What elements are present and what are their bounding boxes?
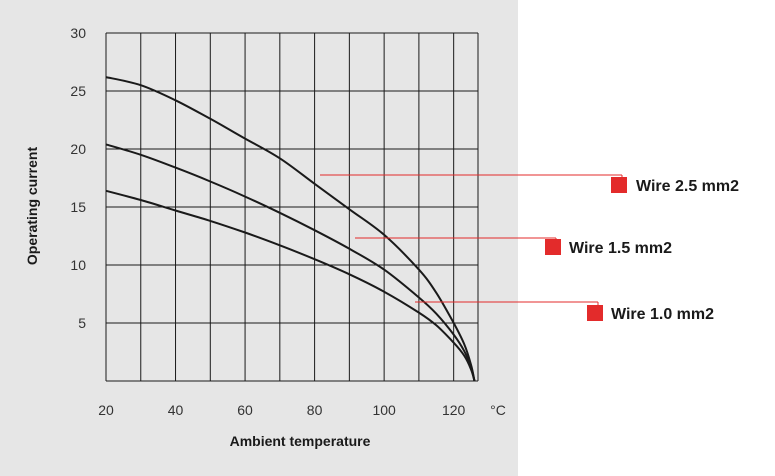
curve-layer <box>105 76 476 382</box>
y-tick-label: 20 <box>70 141 86 157</box>
y-tick-label: 15 <box>70 199 86 215</box>
callout-layer <box>320 174 623 305</box>
x-tick-label: 20 <box>98 402 114 418</box>
x-tick-labels: 20 40 60 80 100 120 <box>98 402 465 418</box>
y-tick-label: 10 <box>70 257 86 273</box>
legend-label-2: Wire 1.0 mm2 <box>611 306 714 323</box>
legend-label-1: Wire 1.5 mm2 <box>569 240 672 257</box>
legend-marker-2 <box>587 305 603 321</box>
x-tick-label: 40 <box>168 402 184 418</box>
legend-marker-0 <box>611 177 627 193</box>
y-tick-label: 25 <box>70 83 86 99</box>
x-tick-label: 100 <box>372 402 396 418</box>
x-axis-unit-label: °C <box>490 402 506 418</box>
x-tick-label: 120 <box>442 402 466 418</box>
x-tick-label: 80 <box>307 402 323 418</box>
series-line-2 <box>105 189 476 382</box>
y-tick-label: 30 <box>70 25 86 41</box>
legend-layer: Wire 2.5 mm2 Wire 1.5 mm2 Wire 1.0 mm2 <box>545 177 739 323</box>
legend-marker-1 <box>545 239 561 255</box>
y-axis-title: Operating current <box>24 147 40 266</box>
x-axis-title: Ambient temperature <box>230 433 371 449</box>
y-tick-labels: 5 10 15 20 25 30 <box>70 25 86 331</box>
series-line-1 <box>105 143 476 382</box>
legend-label-0: Wire 2.5 mm2 <box>636 178 739 195</box>
x-tick-label: 60 <box>237 402 253 418</box>
series-line-0 <box>105 76 476 382</box>
y-tick-label: 5 <box>78 315 86 331</box>
